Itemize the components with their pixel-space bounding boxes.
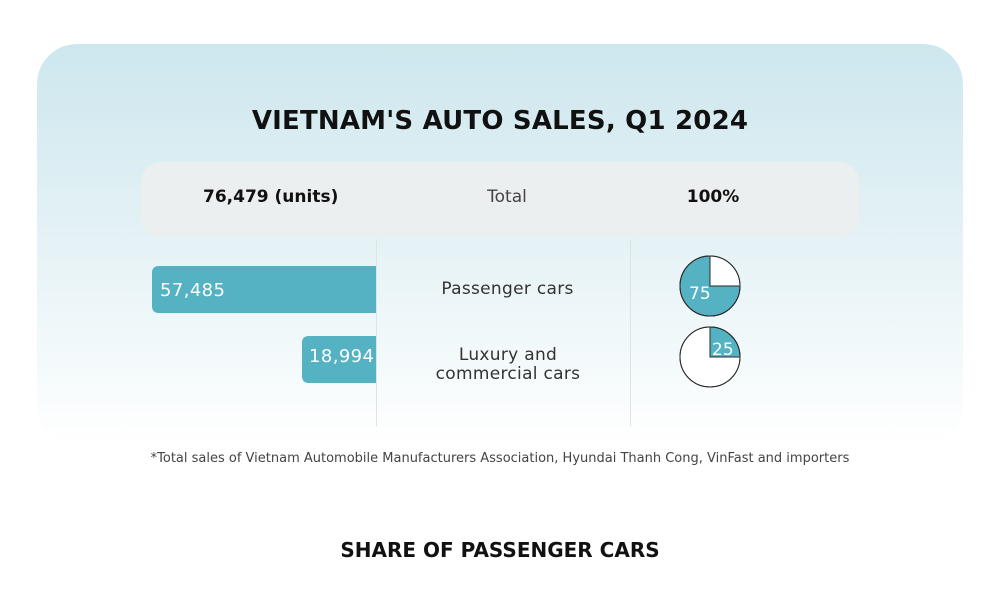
bar-value-luxury-commercial-cars: 18,994	[309, 346, 375, 367]
total-row	[141, 162, 859, 236]
column-divider-left	[376, 240, 377, 426]
pie-outline-passenger-cars	[679, 255, 741, 317]
chart-title: VIETNAM'S AUTO SALES, Q1 2024	[251, 106, 749, 136]
total-share: 100%	[686, 187, 740, 207]
bar-passenger-cars	[152, 266, 376, 313]
pie-label-passenger-cars: 75	[689, 284, 711, 304]
total-label: Total	[487, 187, 527, 207]
pie-label-luxury-commercial-cars: 25	[712, 340, 734, 360]
column-divider-right	[630, 240, 631, 426]
pie-outline-luxury-commercial-cars	[679, 326, 741, 388]
footnote: *Total sales of Vietnam Automobile Manuf…	[150, 451, 850, 466]
chart-card	[37, 44, 963, 444]
category-label-luxury-commercial-cars: Luxury and commercial cars	[435, 345, 581, 384]
bar-value-passenger-cars: 57,485	[160, 280, 226, 301]
category-label-passenger-cars: Passenger cars	[441, 279, 574, 299]
bar-luxury-commercial-cars	[301, 336, 376, 383]
section-subtitle: SHARE OF PASSENGER CARS	[340, 538, 660, 562]
total-units: 76,479 (units)	[203, 187, 339, 207]
